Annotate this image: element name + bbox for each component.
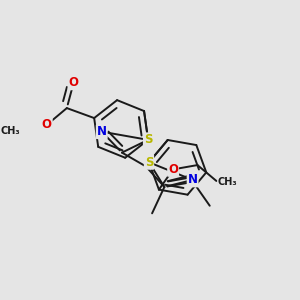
Text: CH₃: CH₃ — [1, 126, 21, 136]
Text: O: O — [42, 118, 52, 131]
Text: O: O — [69, 76, 79, 89]
Text: S: S — [144, 133, 152, 146]
Text: S: S — [145, 156, 153, 169]
Text: N: N — [188, 173, 198, 186]
Text: CH₃: CH₃ — [218, 177, 238, 187]
Text: H: H — [145, 154, 153, 164]
Text: O: O — [168, 163, 178, 176]
Text: N: N — [97, 125, 107, 138]
